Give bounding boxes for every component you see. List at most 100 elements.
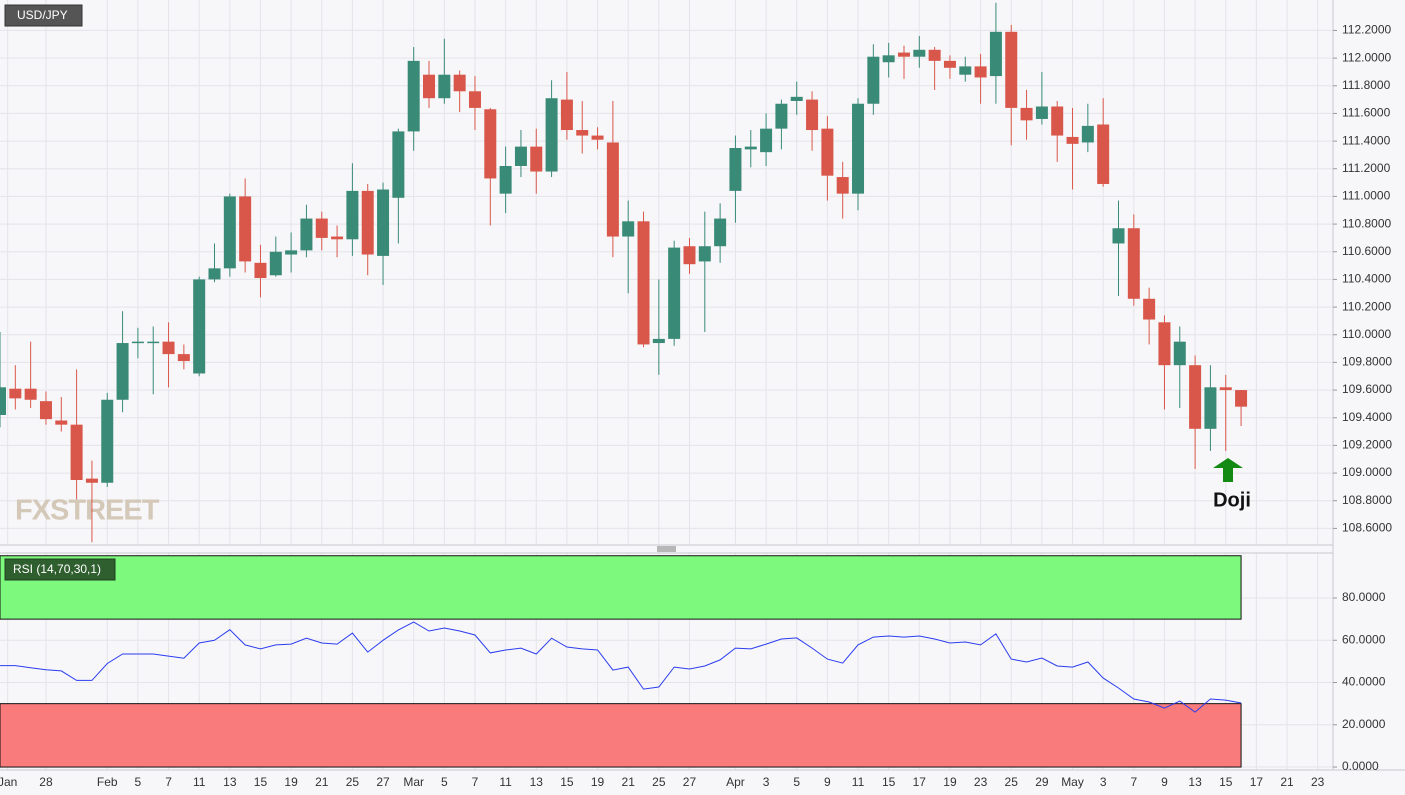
candle-body (867, 56, 880, 104)
candle-body (1143, 298, 1156, 320)
candle-body (468, 91, 481, 108)
candle-body (897, 52, 910, 57)
candle-body (346, 190, 359, 240)
x-tick-label: 3 (763, 775, 770, 789)
candle-body (760, 128, 773, 153)
x-tick-label: 23 (1311, 775, 1325, 789)
x-tick-label: 15 (1219, 775, 1233, 789)
candle-body (974, 66, 987, 78)
candle-body (668, 247, 681, 339)
y-tick-label: 80.0000 (1342, 590, 1386, 604)
y-tick-label: 109.6000 (1342, 382, 1392, 396)
x-tick-label: 25 (1005, 775, 1019, 789)
candle-body (729, 148, 742, 191)
x-tick-label: 21 (1280, 775, 1294, 789)
candle-body (39, 401, 52, 420)
candle-body (591, 135, 604, 140)
candle-body (208, 268, 221, 280)
candle-body (1066, 136, 1079, 144)
candle-body (1235, 390, 1248, 407)
candle-body (913, 49, 926, 57)
candle-body (484, 109, 497, 179)
x-tick-label: 13 (223, 775, 237, 789)
rsi-band (0, 703, 1242, 768)
candle-body (1051, 106, 1064, 136)
candle-body (101, 399, 114, 483)
candle-body (1173, 341, 1186, 366)
x-tick-label: Apr (726, 775, 745, 789)
x-tick-label: 19 (943, 775, 957, 789)
candle-body (499, 165, 512, 194)
indicator-title: RSI (14,70,30,1) (13, 562, 101, 576)
x-tick-label: 5 (793, 775, 800, 789)
candle-body (744, 146, 757, 150)
y-tick-label: 110.0000 (1342, 327, 1391, 341)
candle-body (882, 55, 895, 63)
x-tick-label: 27 (683, 775, 697, 789)
candle-body (193, 279, 206, 374)
y-tick-label: 110.8000 (1342, 216, 1391, 230)
candle-body (806, 99, 819, 131)
x-tick-label: 25 (652, 775, 666, 789)
candle-body (239, 196, 252, 262)
candle-body (622, 221, 635, 237)
candle-body (1112, 228, 1125, 244)
rsi-band (0, 555, 1242, 620)
candle-body (576, 130, 589, 136)
price-plot (0, 2, 1248, 543)
x-tick-label: 23 (974, 775, 988, 789)
candle-body (790, 96, 803, 101)
candle-body (254, 262, 267, 279)
candle-body (70, 424, 83, 480)
candle-body (269, 251, 282, 276)
candle-body (683, 246, 696, 265)
candle-body (453, 74, 466, 92)
x-tick-label: 21 (315, 775, 329, 789)
candle-body (223, 196, 236, 269)
y-tick-label: 0.0000 (1342, 759, 1379, 773)
rsi-line (0, 621, 1242, 713)
y-tick-label: 110.2000 (1342, 299, 1391, 313)
x-tick-label: 13 (530, 775, 544, 789)
candle-body (1081, 125, 1094, 143)
candle-body (1219, 387, 1232, 391)
panel-handle[interactable] (657, 546, 676, 552)
candle-body (24, 388, 37, 400)
candle-body (85, 478, 98, 483)
candle-body (652, 338, 665, 344)
y-tick-label: 112.2000 (1342, 23, 1391, 37)
candle-body (637, 221, 650, 345)
candle-body (131, 341, 144, 344)
candle-body (943, 60, 956, 68)
candle-body (698, 246, 711, 262)
annotation: Doji (1213, 489, 1251, 511)
candle-body (1097, 124, 1110, 184)
x-tick-label: Mar (403, 775, 424, 789)
candle-body (1204, 387, 1217, 429)
x-tick-label: 15 (882, 775, 896, 789)
candle-body (836, 177, 849, 194)
candle-body (407, 60, 420, 132)
y-tick-label: 111.6000 (1342, 106, 1391, 120)
watermark: FXSTREET (15, 495, 160, 527)
x-tick-label: 28 (39, 775, 53, 789)
candle-body (423, 74, 436, 99)
y-tick-label: 109.8000 (1342, 355, 1392, 369)
y-tick-label: 110.6000 (1342, 244, 1391, 258)
x-tick-label: 7 (1130, 775, 1137, 789)
candle-body (1020, 107, 1033, 121)
candle-body (928, 49, 941, 61)
x-tick-label: 17 (913, 775, 927, 789)
x-tick-label: May (1061, 775, 1084, 789)
candle-body (438, 74, 451, 99)
y-tick-label: 110.4000 (1342, 272, 1391, 286)
x-tick-label: 11 (499, 775, 512, 789)
x-tick-label: Jan (0, 775, 17, 789)
y-tick-label: 109.2000 (1342, 438, 1392, 452)
x-tick-label: 7 (165, 775, 172, 789)
candle-body (606, 142, 619, 237)
candle-body (1158, 322, 1171, 366)
candle-body (392, 131, 405, 198)
y-tick-label: 20.0000 (1342, 717, 1386, 731)
x-tick-label: 15 (560, 775, 574, 789)
